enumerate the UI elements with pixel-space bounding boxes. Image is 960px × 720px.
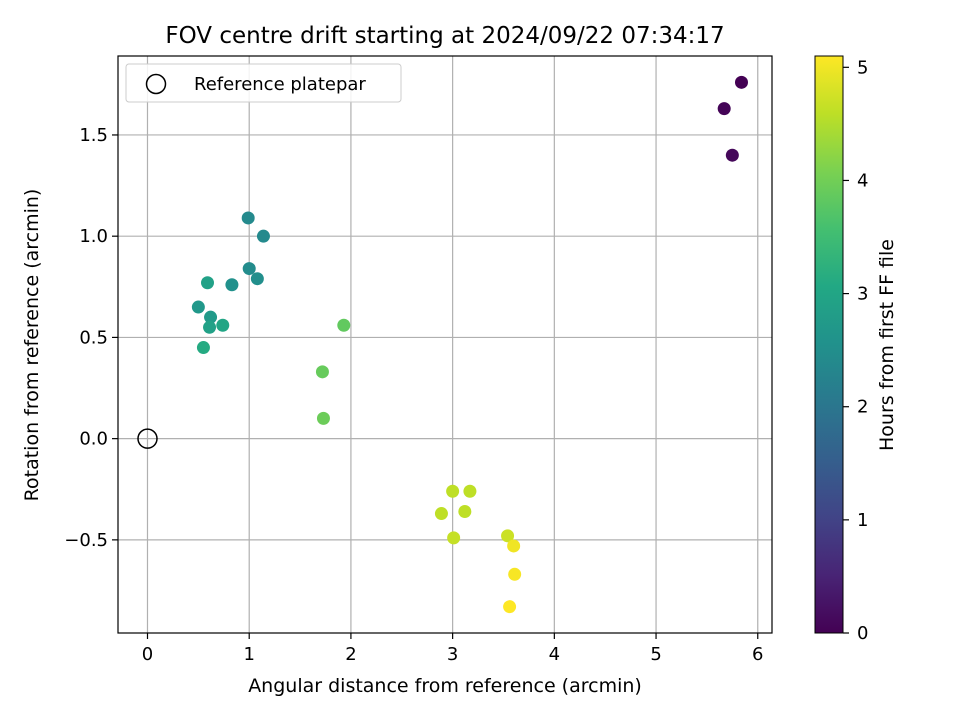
data-point: [458, 505, 472, 519]
colorbar-tick-label: 1: [857, 510, 868, 531]
y-tick-label: −0.5: [64, 530, 108, 551]
data-point: [463, 484, 477, 498]
legend-entry-reference: Reference platepar: [194, 74, 366, 95]
data-point: [717, 102, 731, 116]
x-tick-label: 5: [650, 644, 661, 665]
reference-platepar-marker: [137, 428, 158, 449]
x-axis-ticks: 0 1 2 3 4 5 6: [142, 633, 763, 665]
colorbar-ticks: 0 1 2 3 4 5: [843, 57, 868, 644]
y-tick-label: 1.0: [79, 226, 108, 247]
data-point: [337, 318, 351, 332]
data-point: [501, 529, 515, 543]
data-point: [196, 341, 210, 355]
chart-title: FOV centre drift starting at 2024/09/22 …: [165, 23, 724, 49]
data-point: [507, 539, 521, 553]
x-tick-label: 4: [549, 644, 560, 665]
data-point: [256, 229, 270, 243]
data-point: [446, 484, 460, 498]
data-point: [315, 365, 329, 379]
plot-area-background: [118, 56, 772, 633]
data-point: [316, 411, 330, 425]
legend-reference-marker: [145, 73, 167, 95]
data-point: [191, 300, 205, 314]
grid-lines-x: [146, 56, 759, 633]
data-point: [225, 278, 239, 292]
colorbar-tick-label: 3: [857, 284, 868, 305]
colorbar-tick-label: 5: [857, 57, 868, 78]
data-point: [216, 318, 230, 332]
colorbar-tick-label: 4: [857, 170, 868, 191]
data-point: [734, 75, 748, 89]
grid-lines-y: [118, 134, 772, 541]
data-point: [204, 310, 218, 324]
x-tick-label: 6: [752, 644, 763, 665]
x-tick-label: 2: [345, 644, 356, 665]
data-point: [508, 567, 522, 581]
data-points: [191, 75, 748, 614]
data-point: [203, 320, 217, 334]
data-point: [434, 507, 448, 521]
data-point: [725, 148, 739, 162]
y-tick-label: 0.5: [79, 327, 108, 348]
y-axis-label: Rotation from reference (arcmin): [21, 189, 43, 502]
legend: Reference platepar: [125, 63, 402, 103]
x-tick-label: 3: [447, 644, 458, 665]
colorbar-tick-label: 2: [857, 397, 868, 418]
y-tick-label: 1.5: [79, 125, 108, 146]
y-axis-ticks: −0.5 0.0 0.5 1.0 1.5: [64, 125, 118, 551]
plot-area-frame: [117, 55, 773, 634]
colorbar-label: Hours from first FF file: [876, 239, 898, 451]
x-tick-label: 1: [243, 644, 254, 665]
x-axis-label: Angular distance from reference (arcmin): [248, 675, 642, 697]
colorbar: [814, 55, 844, 634]
data-point: [447, 531, 461, 545]
data-point: [201, 276, 215, 290]
data-point: [250, 272, 264, 286]
y-tick-label: 0.0: [79, 429, 108, 450]
reference-marker-group: [137, 428, 158, 449]
data-point: [503, 600, 517, 614]
data-point: [242, 262, 256, 276]
legend-box: [125, 63, 402, 103]
colorbar-tick-label: 0: [857, 623, 868, 644]
x-tick-label: 0: [142, 644, 153, 665]
data-point: [241, 211, 255, 225]
